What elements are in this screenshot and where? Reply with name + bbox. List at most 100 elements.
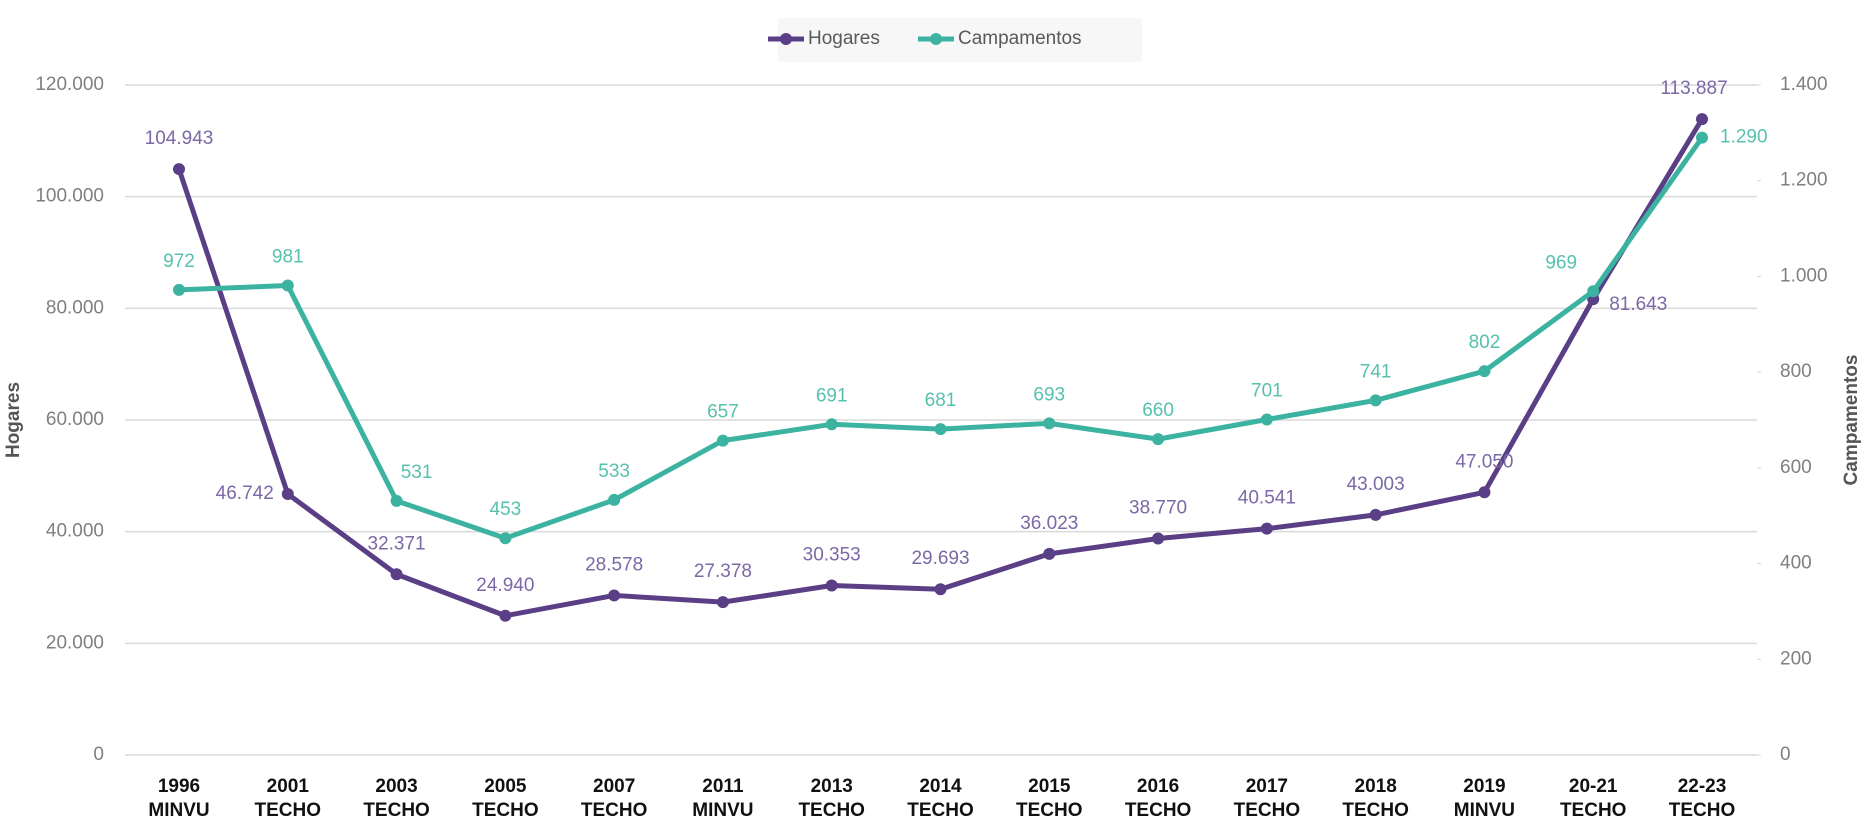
data-label: 693: [1033, 384, 1065, 405]
data-point: [1043, 547, 1056, 560]
y-tick-label: 120.000: [35, 74, 104, 95]
x-tick-label: 2011: [702, 776, 744, 797]
data-point: [716, 596, 729, 609]
x-tick-label: 2007: [593, 776, 635, 797]
data-label: 1.290: [1720, 127, 1768, 148]
data-label: 43.003: [1347, 474, 1405, 495]
x-tick-label: 22-23: [1678, 776, 1727, 797]
data-point: [173, 283, 185, 296]
y2-tick-label: 1.200: [1780, 170, 1828, 191]
data-label: 531: [401, 462, 433, 483]
x-tick-source: TECHO: [1234, 800, 1301, 821]
x-tick-source: TECHO: [1669, 800, 1736, 821]
data-label: 533: [598, 461, 630, 482]
data-label: 27.378: [694, 561, 752, 582]
data-label: 30.353: [803, 545, 861, 566]
data-point: [1587, 285, 1600, 298]
data-point: [499, 532, 512, 545]
data-label: 29.693: [911, 548, 969, 569]
data-label: 24.940: [476, 575, 534, 596]
legend-box: [778, 18, 1142, 62]
data-label: 46.742: [216, 483, 274, 504]
x-tick-source: TECHO: [798, 800, 865, 821]
data-point: [1478, 365, 1491, 378]
x-tick-source: TECHO: [1125, 800, 1192, 821]
y2-tick-label: 600: [1780, 457, 1812, 478]
x-tick-source: MINVU: [148, 800, 209, 821]
data-label: 38.770: [1129, 498, 1187, 519]
data-label: 657: [707, 402, 739, 423]
data-label: 660: [1142, 400, 1174, 421]
y2-tick-label: 1.000: [1780, 265, 1828, 286]
data-point: [499, 609, 512, 622]
data-point: [1260, 522, 1273, 535]
data-point: [281, 488, 294, 501]
x-tick-source: TECHO: [1342, 800, 1409, 821]
data-point: [390, 568, 403, 581]
legend-label: Hogares: [808, 28, 880, 49]
x-tick-label: 2013: [811, 776, 853, 797]
data-label: 113.887: [1660, 78, 1727, 99]
data-label: 28.578: [585, 554, 643, 575]
x-tick-label: 2003: [375, 776, 417, 797]
y-tick-label: 40.000: [46, 521, 104, 542]
y2-tick-label: 0: [1780, 744, 1791, 765]
data-point: [1478, 486, 1491, 499]
legend-marker: [930, 33, 942, 45]
data-point: [1152, 532, 1165, 545]
y2-tick-label: 400: [1780, 553, 1812, 574]
x-tick-label: 2015: [1028, 776, 1071, 797]
y-tick-label: 20.000: [46, 632, 104, 653]
data-point: [1152, 433, 1165, 446]
data-label: 802: [1469, 332, 1501, 353]
data-point: [1696, 113, 1708, 126]
y2-tick-label: 200: [1780, 648, 1812, 669]
data-label: 40.541: [1238, 488, 1296, 509]
data-label: 453: [490, 499, 522, 520]
data-point: [608, 589, 621, 602]
y-axis-title: Hogares: [3, 382, 24, 458]
data-point: [1696, 131, 1708, 144]
data-point: [825, 579, 838, 592]
data-point: [1369, 508, 1382, 521]
data-point: [173, 163, 185, 176]
x-tick-source: TECHO: [581, 800, 648, 821]
y2-tick-label: 1.400: [1780, 74, 1828, 95]
y-tick-label: 80.000: [46, 297, 104, 318]
x-tick-label: 2017: [1246, 776, 1288, 797]
y2-tick-label: 800: [1780, 361, 1812, 382]
legend-label: Campamentos: [958, 28, 1082, 49]
data-label: 36.023: [1020, 513, 1078, 534]
x-tick-source: TECHO: [1560, 800, 1627, 821]
x-tick-source: TECHO: [907, 800, 974, 821]
data-point: [934, 583, 947, 596]
x-tick-source: TECHO: [255, 800, 322, 821]
x-tick-source: TECHO: [363, 800, 430, 821]
data-point: [1260, 413, 1273, 426]
data-label: 981: [272, 247, 304, 268]
data-label: 969: [1545, 252, 1577, 273]
data-label: 701: [1251, 381, 1283, 402]
y-tick-label: 60.000: [46, 409, 104, 430]
x-tick-label: 20-21: [1569, 776, 1618, 797]
x-tick-label: 2019: [1463, 776, 1505, 797]
data-point: [608, 493, 621, 506]
x-tick-source: MINVU: [1454, 800, 1515, 821]
data-point: [825, 418, 838, 431]
data-point: [1043, 417, 1056, 430]
x-tick-label: 2014: [919, 776, 962, 797]
x-tick-source: TECHO: [472, 800, 539, 821]
x-tick-source: TECHO: [1016, 800, 1083, 821]
data-label: 32.371: [368, 533, 426, 554]
y-tick-label: 0: [93, 744, 104, 765]
legend-marker: [780, 33, 792, 45]
data-label: 81.643: [1609, 294, 1667, 315]
x-tick-source: MINVU: [692, 800, 753, 821]
data-point: [1369, 394, 1382, 407]
data-point: [934, 423, 947, 436]
data-label: 741: [1360, 361, 1392, 382]
data-point: [390, 494, 403, 507]
data-point: [716, 434, 729, 447]
x-tick-label: 2005: [484, 776, 527, 797]
